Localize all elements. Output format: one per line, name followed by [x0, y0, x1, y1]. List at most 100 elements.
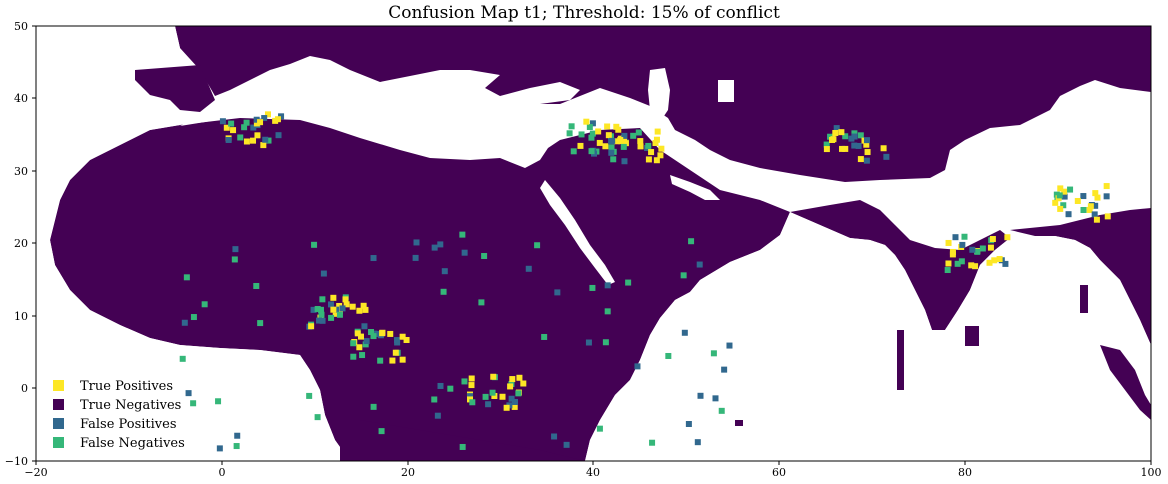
true-positive-cell	[842, 145, 849, 152]
true-positive-cell	[1093, 216, 1100, 223]
false-positive-cell	[608, 149, 615, 156]
false-negative-cell	[243, 119, 250, 126]
false-positive-cell	[851, 142, 858, 149]
false-negative-cell	[318, 311, 325, 318]
false-positive-cell	[467, 393, 474, 400]
x-tick-label: 20	[401, 466, 415, 479]
legend-label-true-negatives: True Negatives	[80, 398, 181, 413]
true-positive-cell	[223, 124, 230, 131]
false-negative-cell	[568, 123, 575, 130]
true-positive-cell	[968, 262, 975, 269]
legend-label-false-negatives: False Negatives	[80, 436, 185, 451]
false-positive-cell	[883, 153, 890, 160]
false-negative-cell	[823, 141, 830, 148]
true-positive-cell	[652, 140, 659, 147]
true-positive-cell	[577, 142, 584, 149]
false-negative-cell	[431, 396, 438, 403]
false-positive-cell	[863, 137, 870, 144]
true-positive-cell	[615, 126, 622, 133]
false-positive-cell	[310, 306, 317, 313]
true-positive-cell	[336, 302, 343, 309]
true-positive-cell	[356, 307, 363, 314]
false-negative-cell	[482, 393, 489, 400]
true-positive-cell	[520, 380, 527, 387]
false-negative-cell	[478, 299, 485, 306]
false-positive-cell	[232, 246, 239, 253]
true-positive-cell	[403, 336, 410, 343]
true-positive-cell	[991, 257, 998, 264]
true-positive-cell	[614, 138, 621, 145]
legend-label-true-positives: True Positives	[80, 379, 173, 394]
true-positive-cell	[823, 146, 830, 153]
true-positive-cell	[832, 130, 839, 137]
false-negative-cell	[190, 400, 197, 407]
true-positive-cell	[645, 156, 652, 163]
true-positive-cell	[516, 374, 523, 381]
true-positive-cell	[308, 323, 315, 330]
y-tick-label: 30	[14, 165, 28, 178]
false-negative-cell	[370, 333, 377, 340]
false-negative-cell	[469, 399, 476, 406]
false-negative-cell	[842, 133, 849, 140]
false-positive-cell	[361, 323, 368, 330]
false-negative-cell	[311, 241, 318, 248]
false-negative-cell	[589, 284, 596, 291]
false-negative-cell	[265, 137, 272, 144]
false-positive-cell	[275, 132, 282, 139]
true-positive-cell	[379, 330, 386, 337]
false-positive-cell	[431, 244, 438, 251]
false-positive-cell	[609, 137, 616, 144]
false-negative-cell	[718, 407, 725, 414]
true-positive-cell	[637, 138, 644, 145]
false-negative-cell	[362, 341, 369, 348]
true-positive-cell	[1057, 205, 1064, 212]
false-negative-cell	[233, 443, 240, 450]
true-positive-cell	[360, 302, 367, 309]
false-negative-cell	[489, 389, 496, 396]
true-positive-cell	[637, 143, 644, 150]
true-positive-cell	[1092, 190, 1099, 197]
false-negative-cell	[231, 256, 238, 263]
true-positive-cell	[945, 260, 952, 267]
false-positive-cell	[1065, 211, 1072, 218]
y-axis: 50 40 30 20 10 0 −10	[5, 20, 36, 468]
false-positive-cell	[848, 135, 855, 142]
false-negative-cell	[974, 248, 981, 255]
true-positive-cell	[996, 256, 1003, 263]
false-positive-cell	[525, 265, 532, 272]
true-positive-cell	[230, 127, 237, 134]
true-positive-cell	[503, 404, 510, 411]
true-positive-cell	[274, 116, 281, 123]
true-positive-cell	[863, 141, 870, 148]
true-positive-cell	[1074, 197, 1081, 204]
false-positive-cell	[1091, 211, 1098, 218]
false-negative-cell	[665, 352, 672, 359]
false-negative-cell	[944, 267, 951, 274]
false-positive-cell	[712, 395, 719, 402]
false-negative-cell	[645, 142, 652, 149]
false-negative-cell	[370, 403, 377, 410]
false-positive-cell	[219, 118, 226, 125]
x-tick-label: 60	[772, 466, 786, 479]
false-positive-cell	[851, 133, 858, 140]
false-negative-cell	[604, 308, 611, 315]
false-positive-cell	[262, 136, 269, 143]
false-negative-cell	[602, 339, 609, 346]
false-negative-cell	[588, 134, 595, 141]
true-positive-cell	[257, 119, 264, 126]
false-negative-cell	[578, 131, 585, 138]
false-positive-cell	[551, 433, 558, 440]
false-negative-cell	[1067, 186, 1074, 193]
true-positive-cell	[1057, 185, 1064, 192]
false-negative-cell	[827, 133, 834, 140]
false-negative-cell	[447, 385, 454, 392]
true-positive-cell	[356, 344, 363, 351]
false-positive-cell	[621, 158, 628, 165]
false-positive-cell	[694, 439, 701, 446]
false-negative-cell	[228, 120, 235, 127]
true-positive-cell	[987, 244, 994, 251]
false-positive-cell	[969, 246, 976, 253]
false-positive-cell	[721, 366, 728, 373]
true-positive-cell	[389, 357, 396, 364]
false-positive-cell	[319, 317, 326, 324]
